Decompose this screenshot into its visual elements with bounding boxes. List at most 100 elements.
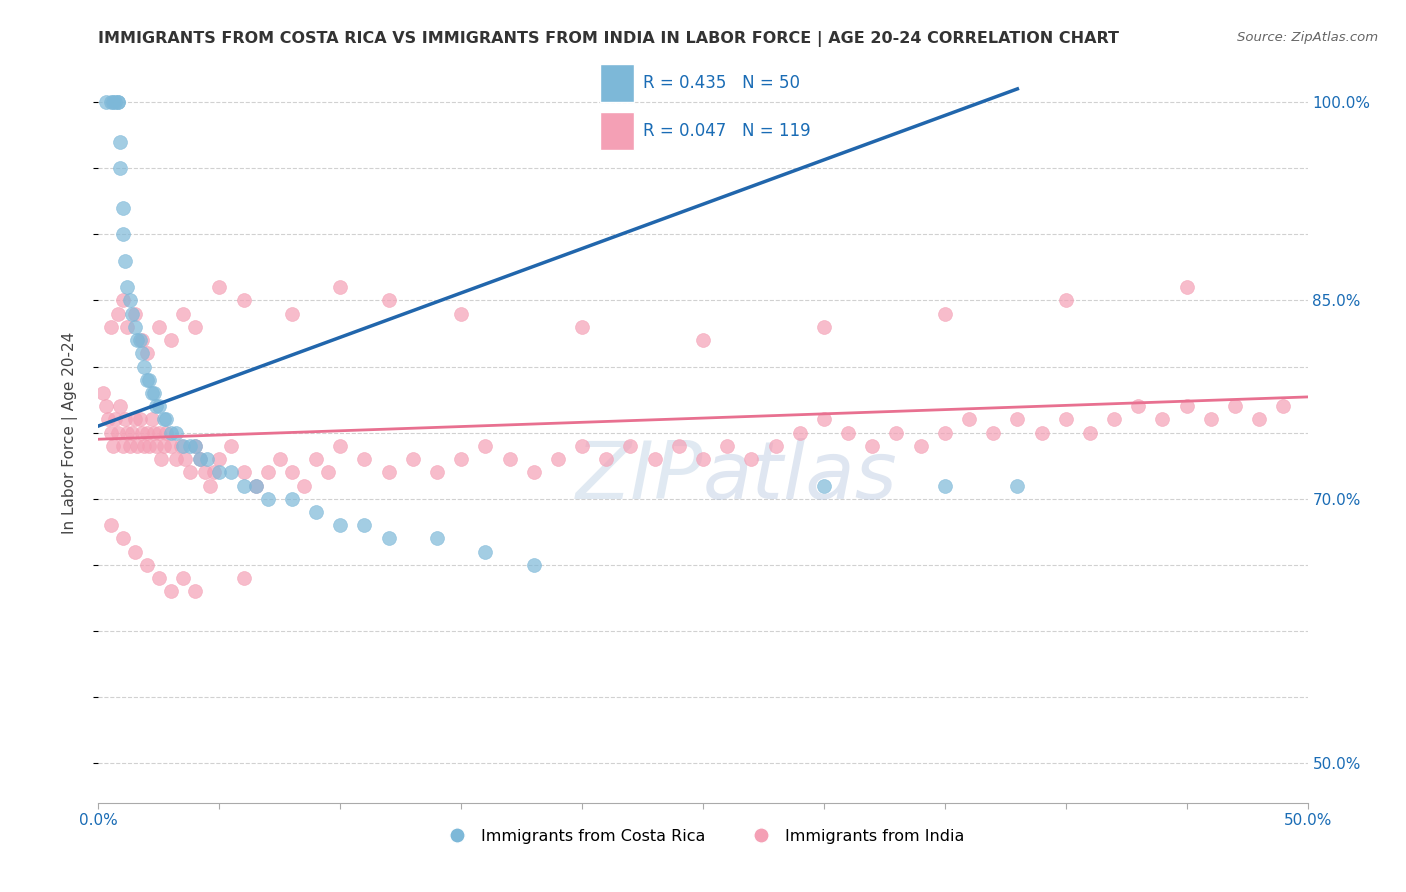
Point [1031,425,1053,440]
Point [353,452,375,467]
Point [571,439,593,453]
Point [148,571,170,585]
Point [94,399,117,413]
Point [281,307,304,321]
Point [145,439,167,453]
Point [148,399,170,413]
Point [134,439,156,453]
Point [148,319,170,334]
Point [221,439,243,453]
Point [117,319,139,334]
Point [1223,399,1246,413]
Point [100,319,122,334]
Point [124,544,146,558]
Point [127,333,149,347]
Point [107,425,129,440]
Point [692,333,714,347]
Point [934,478,956,492]
Point [450,307,472,321]
Point [813,478,835,492]
Point [135,558,157,572]
Point [860,439,883,453]
Point [740,452,762,467]
FancyBboxPatch shape [600,64,634,102]
Point [121,307,143,321]
Point [160,439,183,453]
Point [184,584,207,599]
Point [152,439,174,453]
Point [204,465,226,479]
Point [188,452,211,467]
Point [1007,412,1029,426]
Point [135,373,157,387]
Point [184,319,207,334]
Point [194,465,217,479]
Point [111,439,134,453]
Point [131,425,153,440]
Point [316,465,339,479]
Point [141,386,163,401]
Point [292,478,315,492]
Point [377,293,399,308]
FancyBboxPatch shape [600,112,634,150]
Point [256,465,278,479]
Point [198,478,221,492]
Point [523,558,546,572]
Point [281,491,304,506]
Text: IMMIGRANTS FROM COSTA RICA VS IMMIGRANTS FROM INDIA IN LABOR FORCE | AGE 20-24 C: IMMIGRANTS FROM COSTA RICA VS IMMIGRANTS… [98,31,1119,47]
Point [305,452,328,467]
Point [1054,293,1077,308]
Point [1102,412,1125,426]
Point [668,439,690,453]
Point [148,425,170,440]
Point [305,505,328,519]
Point [114,412,136,426]
Point [179,465,201,479]
Point [101,95,124,109]
Point [957,412,980,426]
Text: ZIP: ZIP [575,438,703,516]
Point [131,346,153,360]
Point [143,425,166,440]
Point [188,452,211,467]
Point [208,280,231,294]
Point [111,532,134,546]
Point [150,452,173,467]
Point [329,280,352,294]
Point [523,465,546,479]
Point [571,319,593,334]
Point [837,425,859,440]
Point [377,465,399,479]
Legend: Immigrants from Costa Rica, Immigrants from India: Immigrants from Costa Rica, Immigrants f… [434,822,972,850]
Point [765,439,787,453]
Point [716,439,738,453]
Point [1175,280,1198,294]
Point [474,439,496,453]
Point [165,425,187,440]
Point [124,307,146,321]
Point [426,465,449,479]
Point [232,571,254,585]
Point [134,359,156,374]
Point [128,333,150,347]
Point [813,319,835,334]
Point [619,439,641,453]
Point [1152,412,1174,426]
Point [269,452,291,467]
Point [114,253,136,268]
Point [1007,478,1029,492]
Point [160,333,183,347]
Point [94,95,117,109]
Point [1249,412,1271,426]
Point [934,307,956,321]
Point [91,386,114,401]
Point [108,399,131,413]
Point [104,95,127,109]
Point [195,452,218,467]
Point [118,293,141,308]
Point [100,425,122,440]
Point [128,412,150,426]
Point [169,439,191,453]
Point [138,373,160,387]
Point [108,161,131,176]
